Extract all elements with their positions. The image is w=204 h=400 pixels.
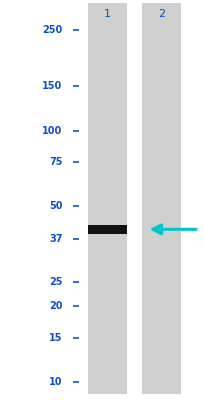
Text: 250: 250 [42,25,62,35]
Bar [88,3,126,394]
Text: 25: 25 [49,277,62,287]
Text: 150: 150 [42,81,62,91]
Bar [142,3,181,394]
Text: 20: 20 [49,302,62,312]
Text: 2: 2 [158,9,165,19]
Bar [88,225,126,234]
Text: 1: 1 [104,9,111,19]
Text: 15: 15 [49,333,62,343]
Text: 37: 37 [49,234,62,244]
Text: 75: 75 [49,157,62,167]
Text: 10: 10 [49,377,62,387]
Text: 50: 50 [49,201,62,211]
Text: 100: 100 [42,126,62,136]
